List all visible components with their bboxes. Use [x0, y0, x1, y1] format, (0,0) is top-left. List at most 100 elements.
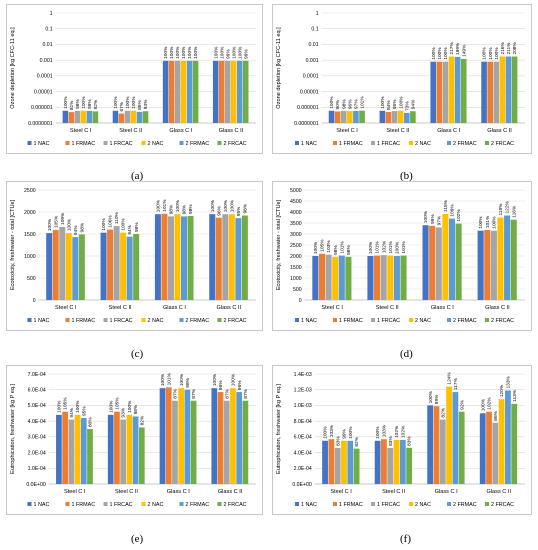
y-tick-label: 2.0E-04: [28, 450, 46, 456]
chart-svg: Ozone depletion [kg CFC-11 eq.] 1 0.1 0.01 0…: [276, 11, 525, 147]
legend-swatch: [217, 502, 222, 506]
bar-value-label: 113%: [512, 389, 518, 402]
bar: [345, 256, 352, 300]
legend-swatch: [179, 318, 184, 322]
chart-panel: Ozone depletion [kg CFC-11 eq.] 1 0.1 0.01 0…: [272, 4, 532, 154]
panel-label: (d): [400, 348, 413, 360]
y-tick-label: 0.0001: [303, 74, 319, 80]
bar-value-label: 100%: [494, 47, 500, 60]
bar: [487, 61, 493, 123]
legend-label: 2 FRCAC: [491, 502, 514, 508]
bar-value-label: 211%: [506, 42, 512, 55]
bar: [218, 60, 225, 123]
y-tick-label: 1500: [24, 232, 36, 238]
y-tick-label: 2000: [24, 210, 36, 216]
legend-label: 1 FRCAC: [377, 141, 400, 147]
bar-value-label: 122%: [505, 201, 511, 214]
x-tick-label: Glass C I: [163, 305, 186, 311]
bar: [46, 233, 53, 300]
bar: [439, 419, 446, 484]
bar-value-label: 82%: [440, 407, 446, 417]
y-tick-label: 2500: [24, 188, 36, 194]
legend-label: 2 NAC: [148, 502, 164, 508]
bar-value-label: 100%: [323, 426, 329, 439]
legend-label: 2 FRCAC: [491, 318, 514, 324]
y-tick-label: 8.0E-04: [294, 419, 312, 425]
chart-panel: Ecotoxicity, freshwater - total [CTUe] 0 5…: [6, 181, 263, 331]
bar: [332, 256, 339, 300]
bar-value-label: 99%: [87, 99, 93, 109]
bar-value-label: 100%: [329, 96, 335, 109]
legend-label: 1 FRCAC: [110, 318, 133, 324]
bar-value-label: 103%: [382, 424, 388, 437]
legend-label: 1 NAC: [301, 318, 317, 324]
bar-value-label: 94%: [127, 224, 133, 234]
bar-value-label: 99%: [434, 394, 440, 404]
bar-value-label: 120%: [499, 384, 505, 397]
x-tick-label: Glass C II: [487, 128, 512, 134]
bar-value-label: 100%: [491, 216, 497, 229]
bar: [387, 255, 394, 300]
bar-value-label: 101%: [388, 241, 394, 254]
bar: [353, 111, 359, 123]
legend-swatch: [371, 502, 375, 506]
bar-value-label: 100%: [125, 96, 131, 109]
bar: [397, 110, 404, 123]
bar: [498, 399, 505, 484]
bar: [62, 411, 68, 484]
bar: [113, 226, 120, 300]
legend-label: 2 FRCAC: [491, 141, 514, 147]
x-tick-label: Glass C I: [167, 489, 190, 495]
bar-value-label: 101%: [166, 372, 172, 385]
bar: [142, 111, 149, 123]
y-tick-label: 2500: [290, 243, 302, 249]
bar: [347, 111, 353, 123]
bar-value-label: 109%: [450, 204, 456, 217]
y-axis-label: Ecotoxicity, freshwater - total [CTUe]: [10, 199, 16, 290]
bar-value-label: 84%: [386, 100, 392, 110]
bar-value-label: 100%: [480, 398, 486, 411]
y-tick-label: 500: [27, 276, 36, 282]
bar: [393, 256, 400, 300]
bar-value-label: 103%: [329, 424, 335, 437]
bar: [490, 230, 497, 300]
bar-value-label: 82%: [354, 436, 360, 446]
bar: [107, 229, 114, 300]
bar: [325, 254, 332, 300]
legend-label: 2 NAC: [415, 141, 431, 147]
bar: [381, 439, 387, 484]
bar: [429, 225, 436, 300]
y-axis-label: Ozone depletion [kg CFC-11 eq.]: [276, 27, 282, 109]
legend-label: 2 FRCAC: [224, 502, 247, 508]
bar: [159, 388, 166, 484]
bar: [78, 234, 85, 300]
bar: [492, 422, 499, 484]
bar-value-label: 100%: [223, 199, 229, 212]
bar: [448, 218, 456, 300]
bar-value-label: 100%: [63, 96, 69, 109]
bar: [236, 60, 243, 123]
bar: [222, 214, 229, 300]
legend-swatch: [485, 502, 489, 506]
legend-swatch: [141, 318, 146, 322]
y-tick-label: 0.000001: [297, 105, 319, 111]
legend-swatch: [295, 502, 299, 506]
y-tick-label: 3.0E-04: [28, 435, 46, 441]
bar-value-label: 102%: [456, 209, 462, 222]
legend-label: 1 FRCAC: [377, 318, 400, 324]
bar: [406, 447, 413, 484]
legend-swatch: [217, 318, 222, 322]
bar: [186, 60, 193, 123]
bar-value-label: 100%: [229, 199, 235, 212]
bar: [493, 61, 500, 123]
chart-svg: Eutrophication, freshwater [kg P eq.] 0.0…: [10, 372, 256, 508]
bar: [52, 230, 59, 300]
bar-value-label: 98%: [188, 204, 194, 214]
bar: [211, 388, 218, 484]
legend-label: 1 NAC: [301, 141, 317, 147]
bar-value-label: 83%: [335, 436, 341, 446]
bar: [312, 256, 319, 300]
bar: [65, 233, 72, 300]
bar-value-label: 100%: [237, 46, 243, 59]
bar: [481, 61, 487, 123]
